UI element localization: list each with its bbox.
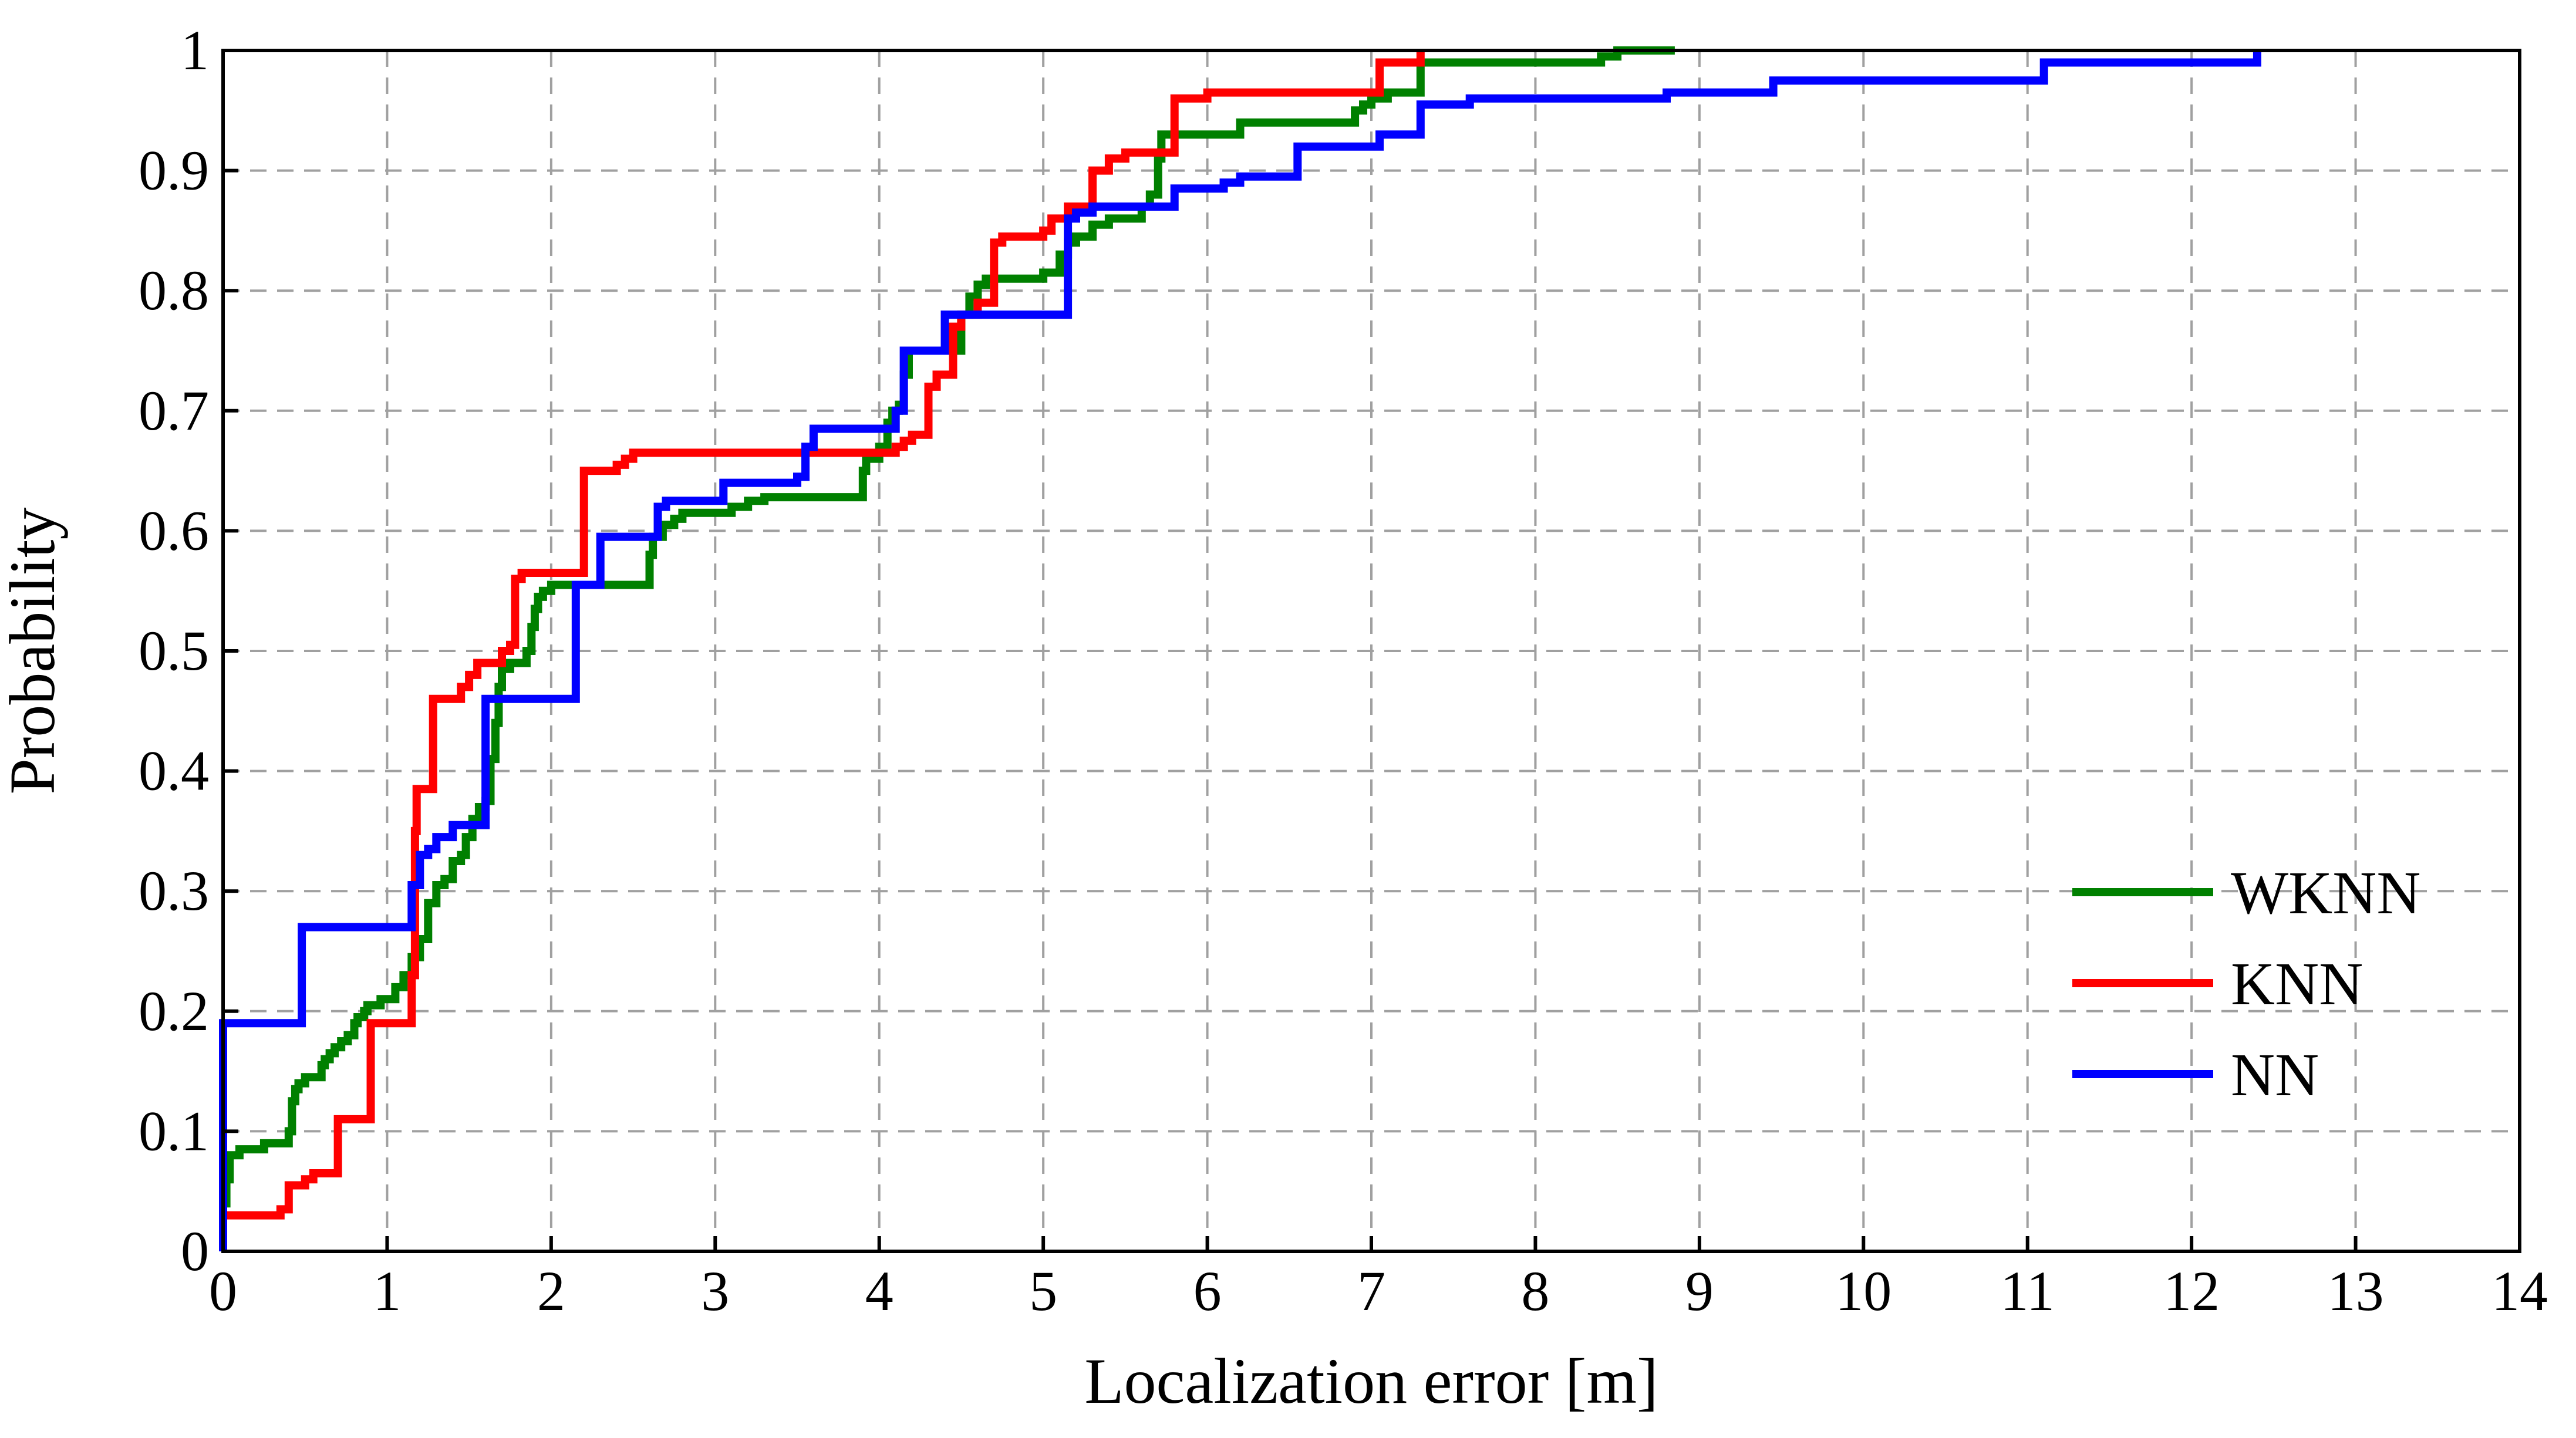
y-tick-label-5: 0.5 xyxy=(139,619,209,682)
x-tick-label-13: 13 xyxy=(2328,1260,2384,1322)
legend: WKNN KNN NN xyxy=(2072,859,2420,1109)
grid-lines xyxy=(223,50,2520,1251)
y-tick-label-3: 0.3 xyxy=(139,859,209,922)
x-tick-label-5: 5 xyxy=(1029,1260,1057,1322)
x-tick-label-6: 6 xyxy=(1193,1260,1222,1322)
y-tick-label-2: 0.2 xyxy=(139,980,209,1042)
legend-label-knn: KNN xyxy=(2231,950,2363,1018)
x-tick-label-10: 10 xyxy=(1835,1260,1891,1322)
legend-label-wknn: WKNN xyxy=(2231,859,2420,927)
y-tick-label-7: 0.7 xyxy=(139,379,209,442)
x-tick-label-0: 0 xyxy=(209,1260,237,1322)
y-tick-label-0: 0 xyxy=(181,1220,209,1282)
series-line-wknn xyxy=(219,46,1675,1251)
series-line-nn xyxy=(219,50,2261,1251)
y-tick-label-4: 0.4 xyxy=(139,740,209,802)
legend-label-nn: NN xyxy=(2231,1041,2319,1109)
x-tick-label-2: 2 xyxy=(537,1260,565,1322)
x-tick-label-14: 14 xyxy=(2491,1260,2548,1322)
y-tick-label-9: 0.9 xyxy=(139,139,209,202)
x-tick-label-9: 9 xyxy=(1685,1260,1714,1322)
x-axis-ticks: 0 1 2 3 4 5 6 7 8 9 10 11 12 13 14 xyxy=(209,1236,2548,1322)
y-axis-label: Probability xyxy=(0,508,68,795)
x-axis-label: Localization error [m] xyxy=(1084,1345,1658,1417)
y-tick-label-10: 1 xyxy=(181,19,209,82)
x-tick-label-3: 3 xyxy=(701,1260,729,1322)
series-line-knn xyxy=(219,50,1425,1251)
y-axis-ticks: 0 0.1 0.2 0.3 0.4 0.5 0.6 0.7 0.8 0.9 1 xyxy=(139,19,238,1282)
y-tick-label-8: 0.8 xyxy=(139,259,209,322)
x-tick-label-11: 11 xyxy=(2000,1260,2054,1322)
x-tick-label-1: 1 xyxy=(373,1260,401,1322)
x-tick-label-7: 7 xyxy=(1357,1260,1385,1322)
x-tick-label-4: 4 xyxy=(865,1260,893,1322)
y-tick-label-1: 0.1 xyxy=(139,1099,209,1162)
x-tick-label-8: 8 xyxy=(1521,1260,1549,1322)
y-tick-label-6: 0.6 xyxy=(139,499,209,562)
x-tick-label-12: 12 xyxy=(2163,1260,2220,1322)
series-lines xyxy=(219,46,2261,1251)
